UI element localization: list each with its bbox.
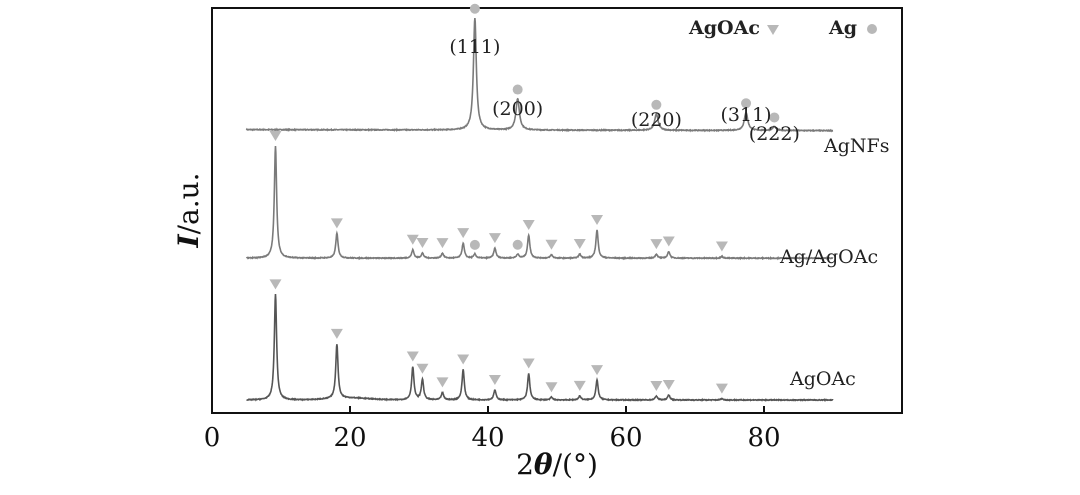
traces xyxy=(245,17,834,403)
x-tick-label: 20 xyxy=(333,423,366,453)
agoac-marker xyxy=(591,215,604,226)
agoac-marker xyxy=(573,380,586,391)
agoac-marker xyxy=(488,233,501,244)
x-tick-label: 60 xyxy=(609,423,642,453)
agoac-marker xyxy=(406,234,419,245)
trace-agoac xyxy=(246,294,834,403)
trace-agnfs xyxy=(245,17,834,133)
legend-label-ag: Ag xyxy=(828,17,857,39)
agoac-marker xyxy=(457,228,470,239)
agoac-marker xyxy=(573,238,586,249)
ag-marker xyxy=(512,239,523,250)
legend: AgOAc Ag xyxy=(688,17,877,39)
x-axis-title: 2θ/(°) xyxy=(516,448,598,481)
ag-marker xyxy=(469,239,480,250)
ag-marker xyxy=(512,84,523,95)
agoac-marker xyxy=(269,130,282,141)
ag-marker xyxy=(741,98,752,109)
agoac-marker xyxy=(591,365,604,376)
series-label-agoac: AgOAc xyxy=(789,368,856,390)
ag-marker xyxy=(469,3,480,14)
x-tick-label: 40 xyxy=(471,423,504,453)
agoac-marker xyxy=(416,237,429,248)
legend-circle-icon xyxy=(867,24,877,34)
agoac-marker xyxy=(416,363,429,374)
legend-label-agoac: AgOAc xyxy=(688,17,760,39)
agoac-marker xyxy=(662,236,675,247)
legend-triangle-icon xyxy=(767,25,779,35)
peak-labels: (111) (200) (220) (311)(222) xyxy=(449,36,800,145)
y-axis-title: I/a.u. xyxy=(172,172,205,248)
peak-label: (220) xyxy=(631,109,682,131)
markers xyxy=(269,3,780,394)
agoac-marker xyxy=(650,239,663,250)
agoac-marker xyxy=(436,377,449,388)
plot-frame xyxy=(211,7,903,414)
x-tick-label: 80 xyxy=(747,423,780,453)
peak-label: (200) xyxy=(492,98,543,120)
peak-label: (311) xyxy=(721,104,772,126)
agoac-marker xyxy=(545,239,558,250)
series-label-ag-agoac: Ag/AgOAc xyxy=(779,246,878,268)
agoac-marker xyxy=(545,382,558,393)
series-labels: AgNFs Ag/AgOAc AgOAc xyxy=(779,135,889,390)
agoac-marker xyxy=(522,358,535,369)
peak-label: (222) xyxy=(749,123,800,145)
agoac-marker xyxy=(650,380,663,391)
series-label-agnfs: AgNFs xyxy=(823,135,889,157)
x-axis: 0 20 40 60 80 xyxy=(204,406,781,453)
agoac-marker xyxy=(662,379,675,390)
agoac-marker xyxy=(522,219,535,230)
agoac-marker xyxy=(436,238,449,249)
ag-marker xyxy=(769,112,780,123)
agoac-marker xyxy=(330,218,343,229)
agoac-marker xyxy=(715,383,728,394)
trace-ag-agoac xyxy=(245,146,834,261)
agoac-marker xyxy=(406,351,419,362)
x-tick-label: 0 xyxy=(204,423,221,453)
peak-label: (111) xyxy=(449,36,500,58)
agoac-marker xyxy=(457,354,470,365)
agoac-marker xyxy=(330,328,343,339)
agoac-marker xyxy=(715,241,728,252)
agoac-marker xyxy=(488,374,501,385)
ag-marker xyxy=(651,99,662,110)
agoac-marker xyxy=(269,279,282,290)
